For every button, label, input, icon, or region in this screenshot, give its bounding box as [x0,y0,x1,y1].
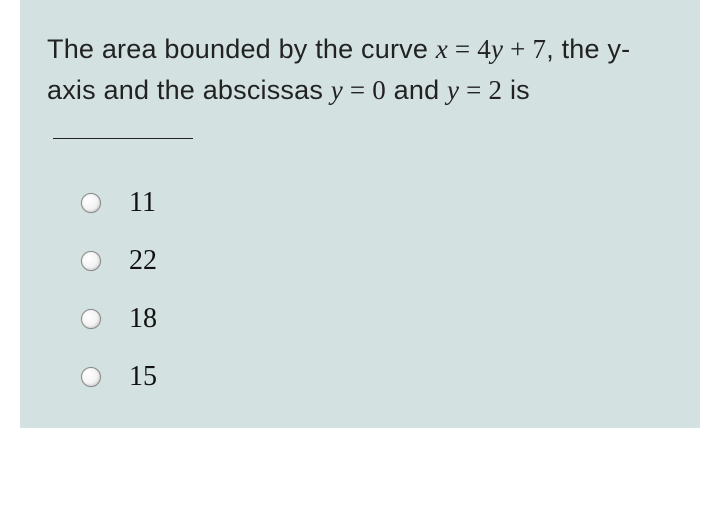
option-label: 18 [129,303,157,335]
math-op: = [448,34,477,64]
math-op: = [459,75,488,105]
math-var-y: y [491,34,503,64]
math-num: 2 [489,75,503,105]
math-plus: + 7 [503,34,546,64]
option-row[interactable]: 15 [81,361,673,393]
math-num: 4 [477,34,491,64]
options-group: 11 22 18 15 [47,187,673,393]
option-label: 22 [129,245,157,277]
option-row[interactable]: 22 [81,245,673,277]
radio-icon[interactable] [81,251,101,271]
math-var-y: y [447,75,459,105]
radio-icon[interactable] [81,193,101,213]
option-row[interactable]: 18 [81,303,673,335]
question-fragment: The area bounded by the curve [47,34,436,64]
fill-in-blank [53,115,193,139]
math-num: 0 [372,75,386,105]
option-label: 15 [129,361,157,393]
question-fragment: is [502,75,530,105]
math-var-x: x [436,34,448,64]
question-card: The area bounded by the curve x = 4y + 7… [20,0,700,428]
question-text: The area bounded by the curve x = 4y + 7… [47,29,673,151]
radio-icon[interactable] [81,367,101,387]
question-fragment: and [386,75,447,105]
math-op: = [343,75,372,105]
option-row[interactable]: 11 [81,187,673,219]
radio-icon[interactable] [81,309,101,329]
option-label: 11 [129,187,156,219]
math-var-y: y [331,75,343,105]
